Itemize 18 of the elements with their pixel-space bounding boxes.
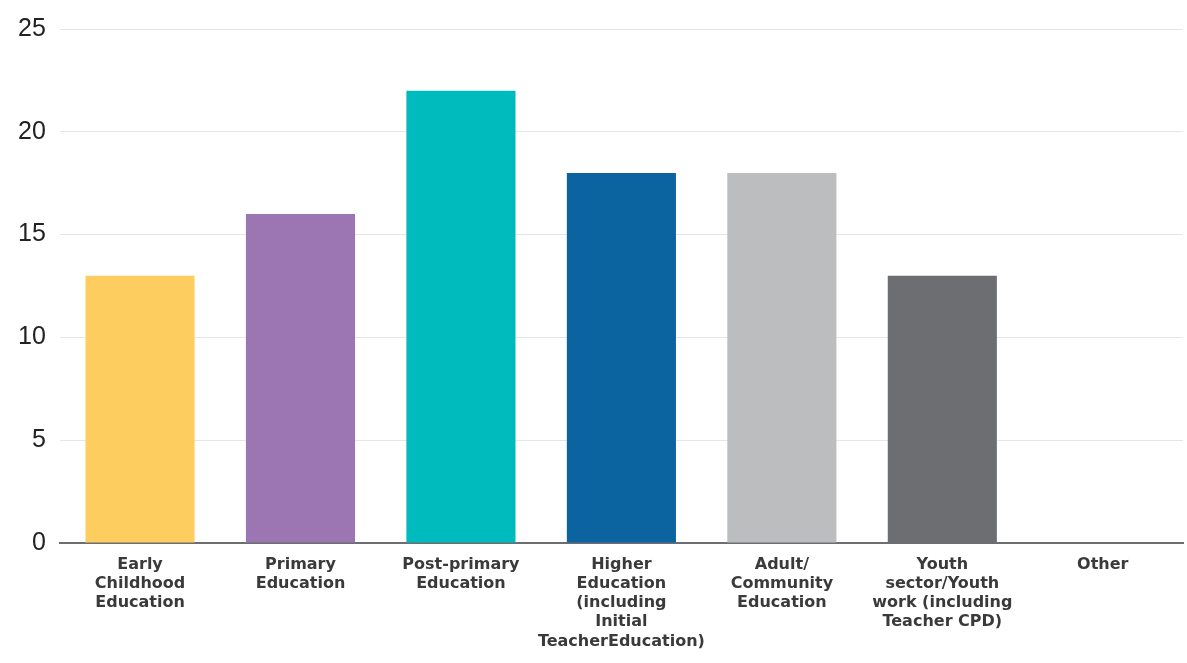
x-tick-label: Early Childhood Education (94, 553, 186, 612)
y-tick-label: 25 (18, 12, 46, 41)
y-tick-label: 15 (18, 218, 46, 247)
x-tick-label: Other (1077, 553, 1129, 573)
bar (406, 90, 516, 543)
bar (245, 214, 356, 543)
x-tick-label: Higher Education (including Initial TeacherEducation) (537, 553, 705, 650)
y-tick-label: 20 (18, 115, 46, 144)
x-tick-label: Youth sector/Youth work (including Teacher CPD) (872, 553, 1013, 631)
bar (727, 172, 837, 543)
x-tick-label: Primary Education (255, 553, 346, 592)
y-tick-label: 10 (18, 321, 46, 350)
bar (85, 275, 195, 543)
bar (566, 172, 676, 543)
y-tick-label: 5 (31, 424, 46, 453)
x-tick-label: Adult/ Community Education (730, 553, 834, 612)
x-tick-label: Post-primary Education (402, 553, 521, 592)
y-tick-label: 0 (31, 526, 46, 555)
